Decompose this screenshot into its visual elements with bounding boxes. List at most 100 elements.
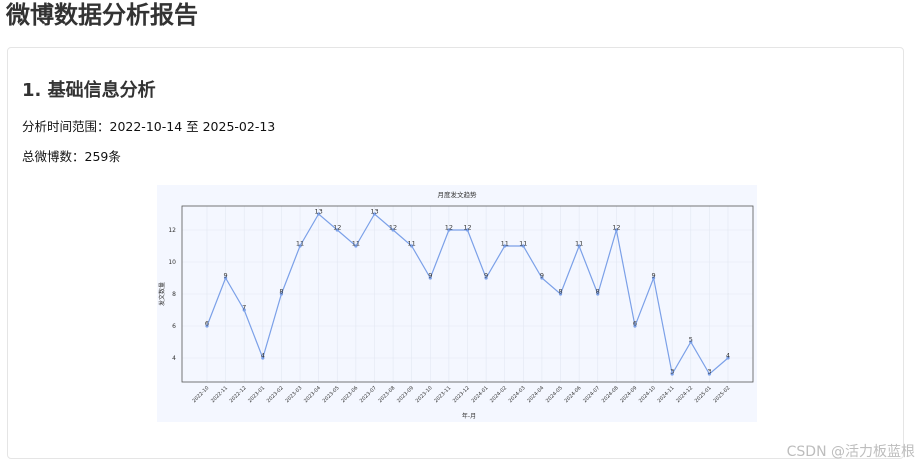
x-tick-label: 2022-10 <box>191 385 210 404</box>
x-tick-label: 2024-11 <box>657 385 676 404</box>
data-label: 12 <box>389 224 397 232</box>
data-label: 12 <box>612 224 620 232</box>
data-point <box>596 292 600 296</box>
data-point <box>447 228 451 232</box>
data-label: 11 <box>408 240 416 248</box>
data-label: 6 <box>205 320 209 328</box>
data-label: 7 <box>242 304 246 312</box>
data-point <box>261 356 265 360</box>
x-tick-label: 2023-07 <box>359 385 378 404</box>
data-label: 13 <box>315 208 323 216</box>
section-title: 1. 基础信息分析 <box>22 80 156 101</box>
x-tick-label: 2023-08 <box>377 385 396 404</box>
data-point <box>558 292 563 296</box>
x-tick-label: 2023-05 <box>322 385 341 404</box>
data-point <box>372 212 377 216</box>
data-label: 11 <box>575 240 583 248</box>
data-point <box>279 292 284 296</box>
data-label: 6 <box>633 320 637 328</box>
data-point <box>484 276 488 280</box>
data-point <box>354 244 358 248</box>
data-label: 4 <box>726 352 730 360</box>
data-point <box>633 324 637 328</box>
data-label: 11 <box>501 240 509 248</box>
data-label: 9 <box>540 272 544 280</box>
data-label: 13 <box>370 208 378 216</box>
y-tick-label: 12 <box>168 227 176 234</box>
x-tick-label: 2024-02 <box>489 385 508 404</box>
y-tick-label: 4 <box>172 355 176 362</box>
data-label: 9 <box>652 272 656 280</box>
x-tick-label: 2024-04 <box>526 385 545 404</box>
monthly-trend-chart: 月度发文趋势 年-月 发文数量 4 6 8 10 12 2022-10 2022-11 202… <box>157 185 757 422</box>
chart-x-axis-label: 年-月 <box>462 412 476 420</box>
x-tick-label: 2024-12 <box>675 385 694 404</box>
time-range-text: 分析时间范围：2022-10-14 至 2025-02-13 <box>22 119 276 134</box>
data-label: 9 <box>224 272 228 280</box>
x-tick-label: 2023-03 <box>284 385 303 404</box>
x-tick-label: 2025-01 <box>694 385 713 404</box>
data-point <box>317 212 321 216</box>
data-point <box>242 308 246 312</box>
data-point <box>689 340 693 344</box>
data-point <box>410 244 414 248</box>
data-point <box>726 356 730 360</box>
data-point <box>614 228 618 232</box>
data-label: 12 <box>333 224 341 232</box>
x-tick-label: 2023-02 <box>266 385 285 404</box>
data-label: 3 <box>670 368 674 376</box>
data-point <box>577 244 581 248</box>
data-label: 9 <box>428 272 432 280</box>
x-tick-label: 2024-09 <box>619 385 638 404</box>
data-label: 9 <box>484 272 488 280</box>
x-tick-label: 2025-02 <box>712 385 731 404</box>
x-tick-label: 2024-06 <box>564 385 583 404</box>
x-tick-label: 2023-12 <box>452 385 471 404</box>
data-point <box>503 244 507 248</box>
data-label: 8 <box>596 288 600 296</box>
data-point <box>521 244 525 248</box>
data-label: 8 <box>558 288 562 296</box>
page-title: 微博数据分析报告 <box>6 1 198 29</box>
report-card: 1. 基础信息分析 分析时间范围：2022-10-14 至 2025-02-13… <box>7 47 904 459</box>
data-label: 3 <box>707 368 711 376</box>
x-tick-label: 2023-11 <box>433 385 452 404</box>
data-label: 11 <box>296 240 304 248</box>
data-point <box>670 372 674 376</box>
x-tick-label: 2023-04 <box>303 385 322 404</box>
watermark: CSDN @活力板蓝根 <box>786 444 915 460</box>
data-label: 12 <box>463 224 471 232</box>
x-tick-label: 2024-05 <box>545 385 564 404</box>
data-point <box>465 228 470 232</box>
chart-title: 月度发文趋势 <box>438 190 478 199</box>
chart-y-axis-label: 发文数量 <box>158 282 166 306</box>
data-point <box>335 228 339 232</box>
x-tick-label: 2023-10 <box>415 385 434 404</box>
x-tick-label: 2022-12 <box>229 385 248 404</box>
data-point <box>391 228 395 232</box>
data-label: 5 <box>689 336 693 344</box>
x-tick-label: 2024-03 <box>508 385 527 404</box>
x-tick-label: 2023-01 <box>247 385 266 404</box>
data-label: 4 <box>261 352 265 360</box>
data-label: 12 <box>445 224 453 232</box>
x-tick-label: 2024-08 <box>601 385 620 404</box>
x-tick-label: 2024-01 <box>470 385 489 404</box>
data-point <box>428 276 432 280</box>
y-tick-label: 6 <box>172 323 176 330</box>
data-point <box>651 276 656 280</box>
data-label: 11 <box>519 240 527 248</box>
total-posts-text: 总微博数：259条 <box>22 149 121 164</box>
x-tick-label: 2023-06 <box>340 385 359 404</box>
data-point <box>224 276 228 280</box>
x-tick-label: 2024-10 <box>638 385 657 404</box>
data-point <box>540 276 544 280</box>
x-tick-label: 2022-11 <box>210 385 229 404</box>
x-tick-label: 2023-09 <box>396 385 415 404</box>
y-tick-label: 10 <box>168 259 176 266</box>
data-label: 11 <box>352 240 360 248</box>
data-point <box>205 324 209 328</box>
data-label: 8 <box>279 288 283 296</box>
data-point <box>298 244 302 248</box>
